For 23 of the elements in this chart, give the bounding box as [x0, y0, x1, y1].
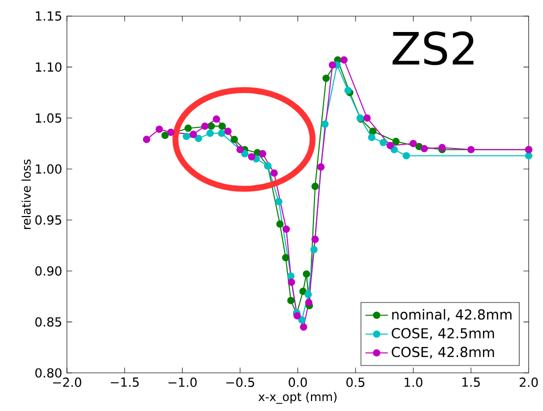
legend-label: nominal, 42.8mm — [392, 308, 512, 321]
y-tick-label: 0.85 — [35, 317, 62, 327]
x-tick-label: 0.0 — [288, 377, 307, 387]
legend-label: COSE, 42.8mm — [392, 346, 494, 358]
y-tick-label: 0.80 — [35, 368, 62, 378]
x-tick-label: −0.5 — [226, 377, 254, 387]
y-tick-label: 1.15 — [36, 11, 62, 21]
x-tick-label: 0.5 — [346, 377, 364, 387]
y-axis-title: relative loss — [22, 159, 31, 229]
x-tick-label: 2.0 — [520, 377, 538, 387]
y-tick-label: 1.05 — [36, 113, 62, 123]
annotation: ZS2 — [392, 31, 474, 66]
x-axis-title: x-x_opt (mm) — [258, 392, 337, 404]
y-tick-label: 0.90 — [35, 266, 62, 276]
y-tick-label: 1.00 — [36, 164, 62, 174]
y-tick-label: 1.10 — [36, 62, 62, 72]
legend-label: COSE, 42.5mm — [392, 328, 494, 340]
x-tick-label: −1.5 — [110, 377, 139, 387]
x-tick-label: 1.0 — [404, 377, 422, 387]
x-tick-label: −1.0 — [168, 377, 197, 387]
y-tick-label: 0.95 — [35, 215, 62, 225]
x-tick-label: −2.0 — [53, 377, 82, 387]
x-tick-label: 1.5 — [462, 377, 480, 387]
